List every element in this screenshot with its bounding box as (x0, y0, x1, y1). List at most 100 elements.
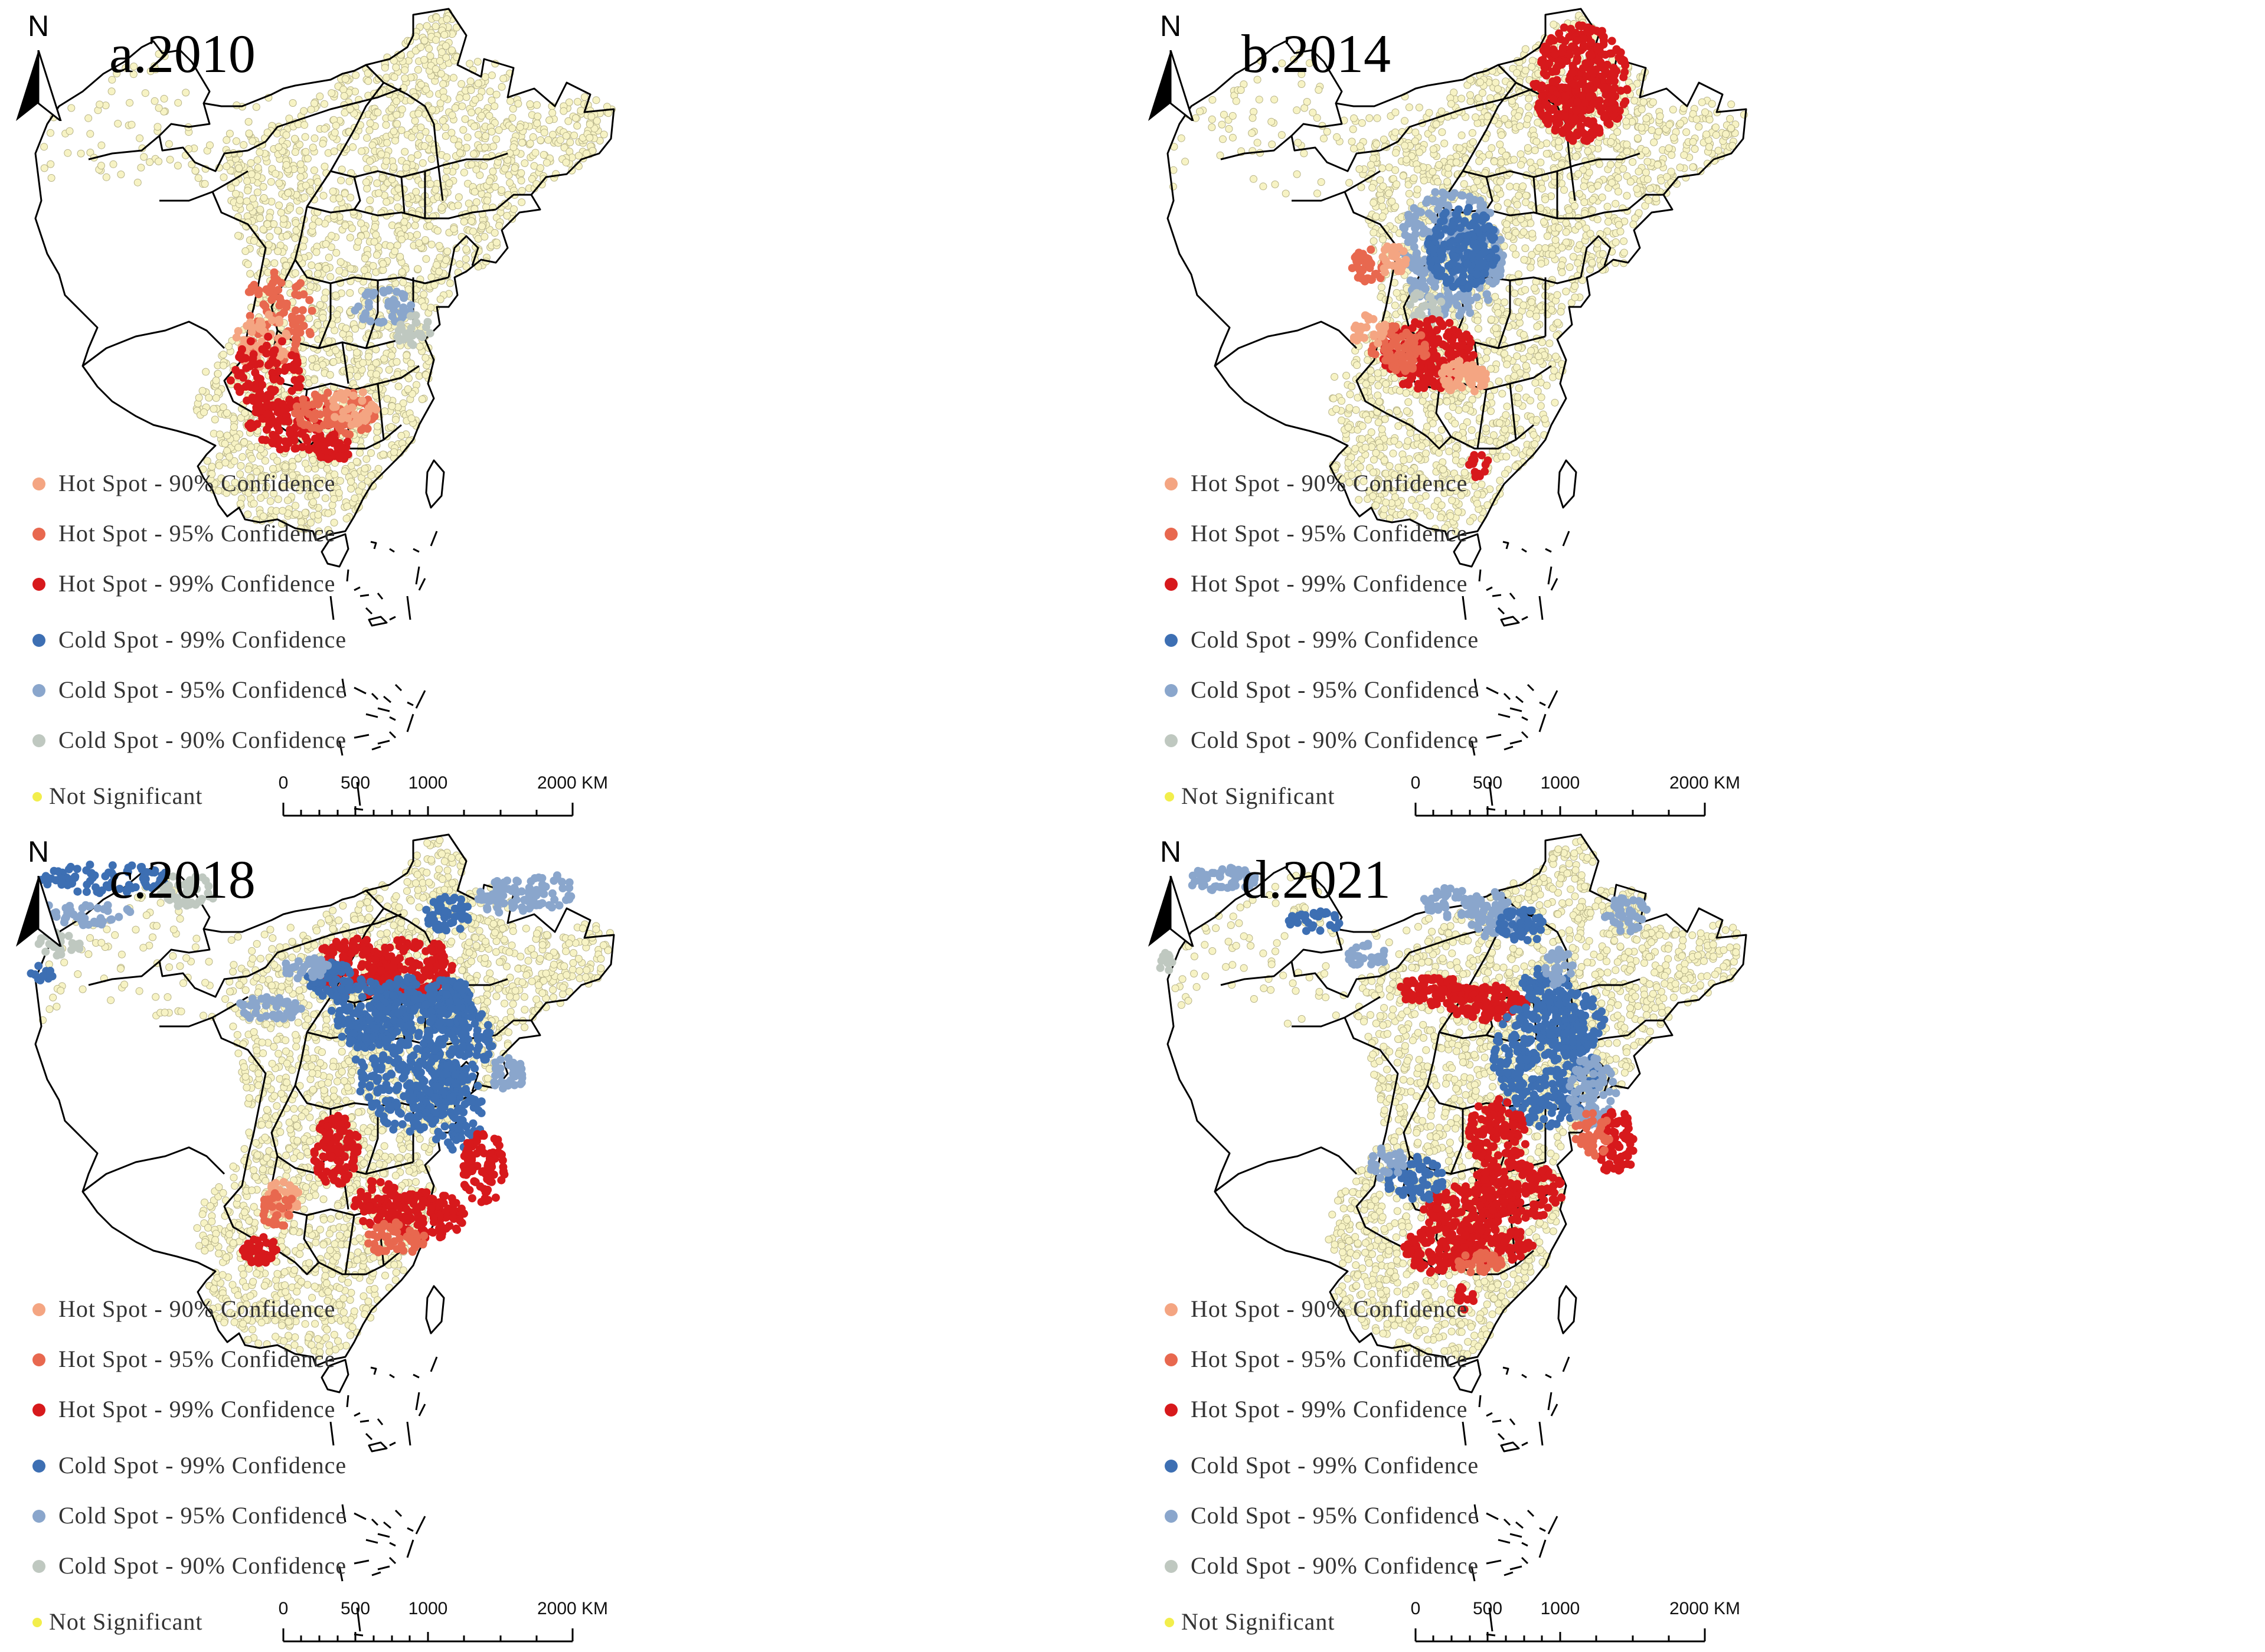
legend-swatch (32, 1403, 45, 1417)
island (354, 1556, 397, 1576)
province-border (365, 64, 444, 201)
legend-label: Hot Spot - 95% Confidence (58, 520, 336, 547)
province-border (1344, 1017, 1399, 1240)
china-outline (34, 8, 615, 811)
legend-label: Hot Spot - 99% Confidence (58, 1396, 336, 1422)
island (418, 531, 438, 591)
north-arrow: N (1141, 835, 1200, 953)
legend-label: Cold Spot - 95% Confidence (58, 676, 347, 703)
province-border (211, 1017, 267, 1240)
legend-swatch (1165, 1353, 1178, 1366)
scale-label: 1000 (1540, 1599, 1580, 1618)
scale-label: 1000 (408, 773, 448, 793)
island (329, 548, 420, 620)
legend-swatch (1165, 1617, 1174, 1627)
legend-item: Cold Spot - 90% Confidence (1165, 1552, 1479, 1579)
province-border (270, 330, 420, 391)
legend-item: Cold Spot - 95% Confidence (32, 1501, 347, 1529)
north-label: N (1159, 835, 1182, 868)
legend-swatch (1165, 527, 1178, 541)
legend-label: Cold Spot - 95% Confidence (1191, 1502, 1479, 1529)
panel-title: d.2021 (1241, 849, 1391, 910)
island (341, 678, 414, 721)
island (1478, 1366, 1528, 1447)
not-significant-points (39, 836, 614, 1360)
province-border (1344, 191, 1399, 414)
legend-item: Hot Spot - 99% Confidence (32, 1395, 335, 1423)
north-label: N (27, 835, 50, 868)
province-border (1290, 103, 1381, 172)
legend-item: Hot Spot - 90% Confidence (1165, 469, 1467, 497)
map-panel-2018: N c.2018 Hot Spot - 90% Confidence Hot Sp… (0, 826, 1132, 1651)
island (1478, 541, 1528, 621)
legend-label: Cold Spot - 90% Confidence (58, 1552, 347, 1579)
scale-label: 1000 (1540, 773, 1580, 793)
scale-bar: 0 500 1000 2000 KM (1410, 1599, 1740, 1646)
legend-swatch (1165, 1403, 1178, 1417)
legend-item: Cold Spot - 99% Confidence (1165, 1451, 1479, 1479)
legend-label: Cold Spot - 90% Confidence (1191, 1552, 1479, 1579)
province-border (158, 103, 249, 172)
province-border (158, 928, 249, 998)
scale-bar: 0 500 1000 2000 KM (277, 1599, 608, 1646)
legend-swatch (32, 791, 42, 802)
legend-swatch (32, 527, 45, 541)
legend-label: Cold Spot - 95% Confidence (1191, 676, 1479, 703)
province-border (1438, 82, 1517, 207)
province-border (1485, 171, 1558, 218)
island (338, 1516, 426, 1582)
north-label: N (1159, 9, 1182, 42)
province-border (306, 82, 385, 207)
island (1473, 1504, 1546, 1547)
island (1500, 616, 1520, 627)
province-border (447, 235, 479, 278)
island (1557, 1285, 1577, 1334)
legend-swatch (1165, 1303, 1178, 1316)
legend-item: Not Significant (1165, 1608, 1335, 1635)
scale-label: 1000 (408, 1599, 448, 1618)
legend-item: Cold Spot - 95% Confidence (1165, 676, 1479, 704)
map-canvas (34, 8, 616, 811)
not-significant-points (40, 8, 616, 535)
legend-item: Hot Spot - 95% Confidence (32, 519, 335, 547)
legend-label: Hot Spot - 95% Confidence (58, 1346, 336, 1372)
legend-item: Hot Spot - 95% Confidence (1165, 1345, 1467, 1373)
scale-bar-graphic (282, 803, 574, 817)
scale-label: 2000 KM (537, 1599, 609, 1618)
legend-item: Hot Spot - 90% Confidence (1165, 1295, 1467, 1323)
legend-item: Not Significant (1165, 782, 1335, 810)
scale-label: 2000 KM (1669, 773, 1741, 793)
scale-label: 500 (340, 773, 371, 793)
map-canvas (27, 833, 615, 1637)
island (1550, 1356, 1570, 1417)
north-arrow-icon (1148, 876, 1194, 947)
legend-item: Hot Spot - 99% Confidence (32, 570, 335, 597)
province-border (1580, 235, 1612, 278)
map-panel-2014: N b.2014 Hot Spot - 90% Confidence Hot Sp… (1132, 0, 2264, 826)
north-arrow: N (9, 9, 68, 127)
legend-swatch (32, 1459, 45, 1473)
legend-swatch (1165, 683, 1178, 697)
legend-label: Not Significant (49, 783, 203, 809)
legend-label: Hot Spot - 90% Confidence (58, 1296, 336, 1322)
significant-points (27, 861, 576, 1267)
province-border (247, 913, 402, 977)
map-panel-2010: N a.2010 Hot Spot - 90% Confidence Hot Sp… (0, 0, 1132, 826)
island (1557, 459, 1577, 509)
island (425, 459, 445, 509)
island (1462, 1373, 1553, 1446)
scale-bar-graphic (282, 1628, 574, 1643)
north-arrow-icon (16, 50, 62, 121)
legend-swatch (32, 577, 45, 591)
north-arrow-icon (1148, 50, 1194, 121)
island (1453, 533, 1482, 568)
legend-swatch (32, 1509, 45, 1523)
legend-swatch (1165, 1459, 1178, 1473)
north-label: N (27, 9, 50, 42)
province-border (306, 205, 496, 220)
legend-swatch (32, 683, 45, 697)
legend-item: Cold Spot - 99% Confidence (32, 626, 347, 653)
province-border (82, 320, 225, 367)
province-border (1220, 135, 1292, 161)
scale-label: 0 (278, 1599, 289, 1618)
